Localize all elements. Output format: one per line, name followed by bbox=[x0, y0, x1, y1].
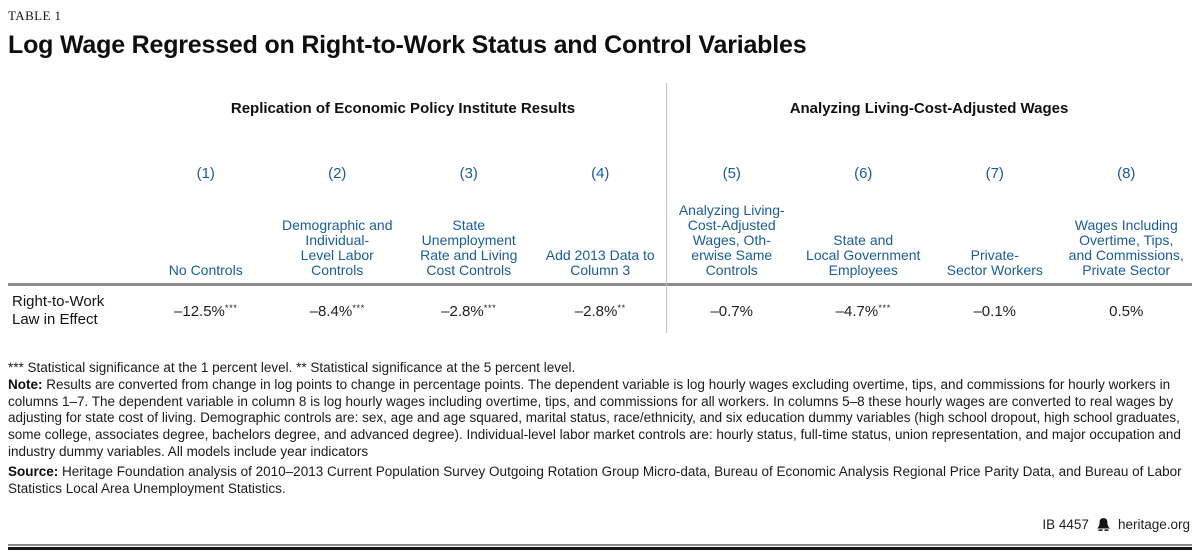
source-note: Source: Heritage Foundation analysis of … bbox=[8, 464, 1192, 498]
significance-stars: *** bbox=[224, 302, 238, 314]
regression-table: Replication of Economic Policy Institute… bbox=[8, 83, 1192, 343]
column-header-no-controls: No Controls bbox=[168, 262, 243, 278]
column-header-wages-including-overtime: Wages Including Overtime, Tips, and Comm… bbox=[1068, 217, 1184, 278]
table-row: Right-to-Work Law in Effect –12.5%*** –8… bbox=[8, 286, 1192, 343]
footer: IB 4457 heritage.org bbox=[1042, 517, 1190, 532]
cell-value-5: –0.7% bbox=[710, 302, 754, 320]
group-header-row: Replication of Economic Policy Institute… bbox=[8, 83, 1192, 117]
bottom-rule bbox=[8, 546, 1192, 550]
methodology-note: Note: Results are converted from change … bbox=[8, 377, 1192, 461]
column-number-4: (4) bbox=[591, 165, 610, 182]
column-header-state-local-government: State and Local Government Employees bbox=[806, 232, 921, 278]
header-rule bbox=[8, 283, 1192, 286]
column-header-unemployment-cost-controls: State Unemployment Rate and Living Cost … bbox=[420, 217, 518, 278]
significance-note: *** Statistical significance at the 1 pe… bbox=[8, 360, 576, 375]
column-number-row: (1) (2) (3) (4) (5) (6) (7) (8) bbox=[8, 165, 1192, 182]
group-header-cost-adjusted: Analyzing Living-Cost-Adjusted Wages bbox=[789, 100, 1069, 117]
column-number-7: (7) bbox=[985, 165, 1004, 182]
column-number-5: (5) bbox=[722, 165, 741, 182]
group-divider-rule bbox=[666, 83, 667, 333]
footnotes: *** Statistical significance at the 1 pe… bbox=[8, 360, 1192, 497]
cell-value-7: –0.1% bbox=[973, 302, 1017, 320]
significance-stars: *** bbox=[878, 302, 891, 314]
column-number-2: (2) bbox=[328, 165, 347, 182]
source-label: Source: bbox=[8, 463, 59, 479]
group-header-replication: Replication of Economic Policy Institute… bbox=[230, 100, 576, 117]
column-header-cost-adjusted-wages: Analyzing Living- Cost-Adjusted Wages, O… bbox=[678, 202, 785, 278]
column-header-private-sector: Private- Sector Workers bbox=[946, 247, 1043, 278]
note-label: Note: bbox=[8, 376, 43, 392]
cell-value-4: –2.8%** bbox=[574, 302, 626, 320]
cell-value-2: –8.4%*** bbox=[309, 302, 365, 320]
significance-stars: *** bbox=[483, 302, 497, 314]
source-text: Heritage Foundation analysis of 2010–201… bbox=[8, 463, 1182, 496]
column-header-row: No Controls Demographic and Individual- … bbox=[8, 190, 1192, 283]
page-title: Log Wage Regressed on Right-to-Work Stat… bbox=[8, 31, 807, 59]
column-number-6: (6) bbox=[854, 165, 873, 182]
column-number-1: (1) bbox=[196, 165, 215, 182]
doc-id: IB 4457 bbox=[1042, 517, 1089, 532]
significance-stars: *** bbox=[352, 302, 365, 314]
heritage-bell-icon bbox=[1096, 517, 1111, 532]
cell-value-3: –2.8%*** bbox=[441, 302, 497, 320]
column-header-add-2013-data: Add 2013 Data to Column 3 bbox=[545, 247, 655, 278]
note-text: Results are converted from change in log… bbox=[8, 376, 1181, 459]
column-header-demographic-controls: Demographic and Individual- Level Labor … bbox=[281, 217, 393, 278]
cell-value-6: –4.7%*** bbox=[835, 302, 891, 320]
cell-value-8: 0.5% bbox=[1109, 302, 1144, 320]
heritage-site-link[interactable]: heritage.org bbox=[1117, 517, 1190, 532]
column-number-8: (8) bbox=[1117, 165, 1136, 182]
row-label-right-to-work: Right-to-Work Law in Effect bbox=[12, 293, 105, 328]
significance-stars: ** bbox=[617, 302, 626, 314]
table-number-label: TABLE 1 bbox=[8, 8, 62, 23]
cell-value-1: –12.5%*** bbox=[174, 302, 238, 320]
column-number-3: (3) bbox=[459, 165, 478, 182]
